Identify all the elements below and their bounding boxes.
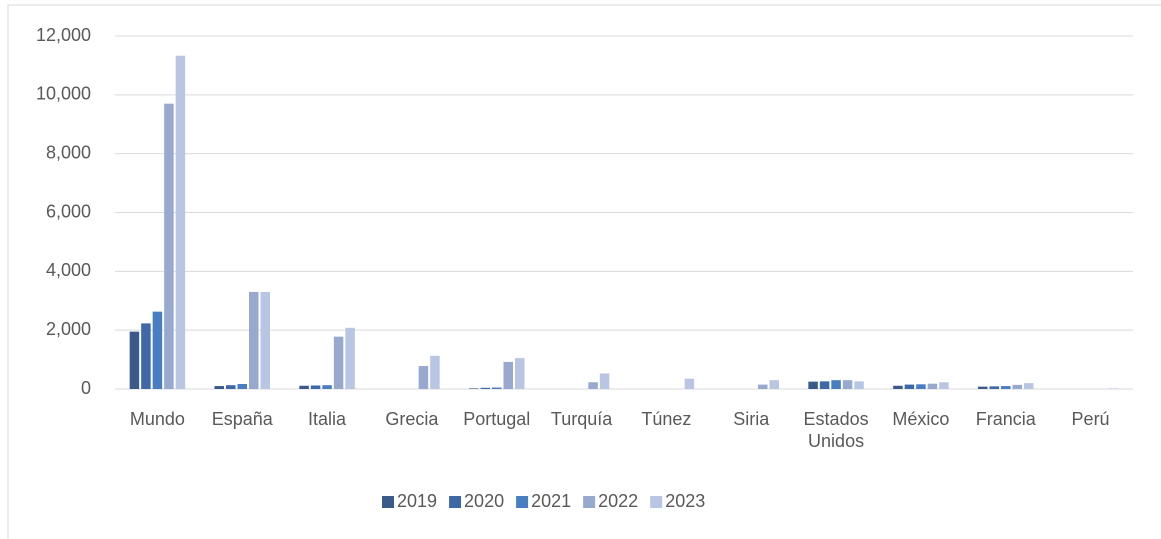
bar bbox=[904, 384, 915, 389]
bar bbox=[854, 381, 864, 389]
x-tick-label: España bbox=[211, 409, 273, 429]
x-tick-label: Túnez bbox=[641, 409, 692, 429]
bar bbox=[1012, 384, 1022, 389]
y-tick-label: 8,000 bbox=[46, 142, 91, 162]
legend-label: 2020 bbox=[464, 491, 504, 511]
bar bbox=[430, 355, 440, 389]
y-tick-label: 4,000 bbox=[46, 260, 91, 280]
legend-label: 2022 bbox=[598, 491, 638, 511]
x-tick-label: Perú bbox=[1071, 409, 1110, 429]
legend-swatch bbox=[583, 496, 596, 508]
y-tick-label: 12,000 bbox=[36, 25, 91, 45]
bar bbox=[588, 382, 598, 389]
bar bbox=[842, 380, 853, 389]
bar bbox=[152, 311, 163, 389]
bar bbox=[808, 381, 818, 389]
bar bbox=[503, 361, 513, 389]
bar bbox=[927, 383, 938, 389]
bar bbox=[684, 378, 695, 389]
legend-label: 2019 bbox=[397, 491, 437, 511]
bar bbox=[226, 385, 236, 389]
x-tick-label: Siria bbox=[733, 409, 770, 429]
bar bbox=[916, 384, 926, 389]
bar bbox=[758, 384, 768, 389]
y-tick-label: 2,000 bbox=[46, 319, 91, 339]
bar bbox=[299, 385, 309, 389]
chart-border bbox=[7, 4, 1161, 539]
bar bbox=[1024, 383, 1034, 389]
bar bbox=[249, 291, 259, 389]
y-tick-label: 0 bbox=[81, 378, 91, 398]
bar bbox=[418, 366, 429, 389]
y-tick-label: 10,000 bbox=[36, 84, 91, 104]
legend-swatch bbox=[516, 496, 529, 508]
bar bbox=[819, 381, 830, 389]
bar bbox=[333, 336, 344, 389]
bar bbox=[322, 385, 332, 389]
legend-label: 2021 bbox=[531, 491, 571, 511]
x-tick-label: Grecia bbox=[385, 409, 439, 429]
bar bbox=[939, 382, 949, 389]
bar bbox=[989, 386, 999, 389]
legend-label: 2023 bbox=[665, 491, 705, 511]
bar bbox=[1001, 386, 1011, 389]
x-tick-label: Mundo bbox=[129, 409, 185, 429]
bar bbox=[893, 385, 903, 389]
bar bbox=[978, 386, 988, 389]
bar bbox=[129, 331, 140, 389]
y-tick-label: 6,000 bbox=[46, 201, 91, 221]
bar bbox=[599, 373, 610, 389]
bar bbox=[310, 385, 321, 389]
legend-swatch bbox=[650, 496, 663, 508]
bar bbox=[492, 387, 502, 389]
x-tick-label: Francia bbox=[975, 409, 1036, 429]
x-tick-label: México bbox=[892, 409, 950, 429]
bar bbox=[260, 291, 270, 389]
x-tick-label: Portugal bbox=[463, 409, 531, 429]
bar bbox=[175, 55, 186, 389]
legend-swatch bbox=[382, 496, 394, 508]
x-tick-label: Italia bbox=[308, 409, 347, 429]
bar bbox=[164, 103, 174, 390]
bar bbox=[214, 386, 224, 389]
legend-swatch bbox=[449, 496, 462, 508]
x-tick-label: Estados Unidos bbox=[803, 409, 869, 451]
bar bbox=[141, 323, 151, 389]
bar bbox=[345, 327, 355, 389]
bar bbox=[769, 380, 779, 389]
bar bbox=[1108, 388, 1119, 389]
bar bbox=[237, 383, 247, 389]
x-tick-label: Turquía bbox=[550, 409, 613, 429]
bar bbox=[515, 358, 525, 389]
bar bbox=[480, 387, 490, 389]
bar bbox=[469, 388, 479, 389]
bar bbox=[831, 380, 841, 389]
